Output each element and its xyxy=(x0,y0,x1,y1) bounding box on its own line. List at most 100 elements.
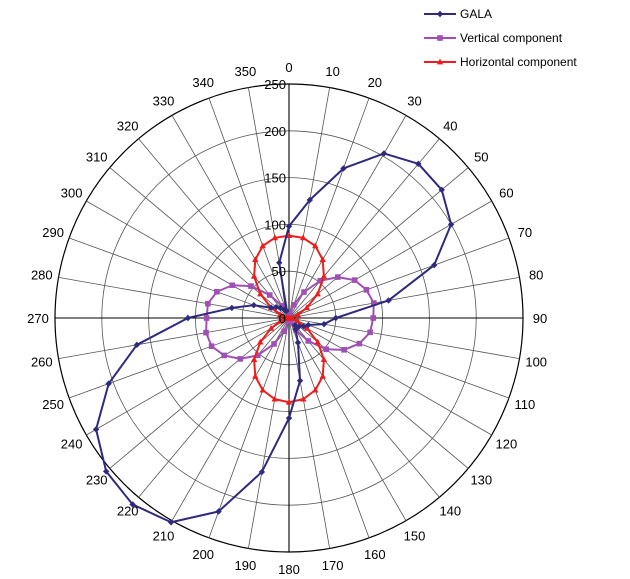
data-point xyxy=(296,377,304,384)
legend-item: Vertical component xyxy=(424,31,563,45)
data-point xyxy=(340,165,347,172)
grid-spoke xyxy=(86,317,290,436)
data-point xyxy=(314,290,321,297)
data-point xyxy=(257,338,264,345)
data-point xyxy=(438,186,445,194)
radial-tick-label: 0 xyxy=(279,311,286,326)
angle-tick-label: 180 xyxy=(278,562,300,577)
data-point xyxy=(303,304,311,311)
radial-tick-label: 100 xyxy=(264,217,286,232)
data-point xyxy=(283,314,290,320)
data-point xyxy=(285,318,292,325)
angle-tick-label: 140 xyxy=(439,503,461,518)
data-point xyxy=(184,314,192,322)
data-point xyxy=(259,242,266,249)
data-point xyxy=(436,58,444,65)
grid-spoke xyxy=(288,237,510,319)
legend-label: Horizontal component xyxy=(460,55,577,69)
data-point xyxy=(258,468,266,476)
angle-tick-label: 100 xyxy=(525,355,547,370)
data-point xyxy=(283,307,290,315)
data-point xyxy=(312,242,319,249)
data-point xyxy=(248,283,254,289)
angle-tick-label: 290 xyxy=(42,225,64,240)
data-point xyxy=(250,273,258,279)
angle-tick-label: 120 xyxy=(496,437,518,452)
angle-tick-label: 20 xyxy=(368,75,382,90)
data-point xyxy=(356,340,363,347)
data-point xyxy=(271,234,279,241)
angle-tick-label: 160 xyxy=(364,547,386,562)
grid-spoke xyxy=(58,276,290,319)
grid-spoke xyxy=(288,317,370,539)
data-point xyxy=(291,321,299,329)
data-point xyxy=(252,372,259,379)
data-point xyxy=(306,196,313,204)
data-point xyxy=(208,343,215,349)
data-point xyxy=(259,386,266,393)
data-point xyxy=(436,10,444,18)
angle-tick-label: 330 xyxy=(153,94,175,109)
data-point xyxy=(254,352,261,359)
angle-tick-label: 320 xyxy=(117,119,139,134)
data-point xyxy=(105,380,112,387)
grid-spoke xyxy=(288,317,407,521)
angle-tick-label: 40 xyxy=(443,119,457,134)
data-point xyxy=(294,317,301,324)
data-point xyxy=(305,338,312,344)
data-point xyxy=(250,301,258,309)
data-point xyxy=(229,282,236,289)
angle-tick-label: 80 xyxy=(529,267,543,282)
grid-spoke xyxy=(288,97,370,319)
grid-spoke xyxy=(68,317,290,399)
data-point xyxy=(370,315,377,321)
grid-spoke xyxy=(58,317,290,360)
data-point xyxy=(319,372,326,379)
data-point xyxy=(320,273,328,279)
grid-spoke xyxy=(208,317,290,539)
data-point xyxy=(92,426,100,433)
grid-spoke xyxy=(288,115,407,319)
radial-tick-label: 50 xyxy=(272,264,286,279)
data-point xyxy=(294,311,301,318)
data-point xyxy=(215,508,222,515)
data-point xyxy=(300,323,307,330)
angle-tick-label: 270 xyxy=(27,311,49,326)
data-point xyxy=(371,300,377,306)
data-point xyxy=(305,321,312,329)
data-point xyxy=(291,302,297,308)
data-point xyxy=(415,160,422,168)
data-point xyxy=(102,468,110,475)
data-point xyxy=(250,356,258,362)
data-point xyxy=(277,311,284,318)
angle-tick-label: 210 xyxy=(153,528,175,543)
grid-spoke xyxy=(247,317,290,549)
data-point xyxy=(301,289,307,295)
angle-tick-label: 60 xyxy=(499,186,513,201)
grid-spoke xyxy=(86,200,290,319)
data-point xyxy=(272,303,280,311)
data-point xyxy=(205,300,211,307)
legend: GALA Vertical component Horizontal compone… xyxy=(424,7,577,69)
data-point xyxy=(363,287,370,293)
data-point xyxy=(323,346,330,353)
data-point xyxy=(267,324,275,331)
data-point xyxy=(285,414,293,422)
data-point xyxy=(303,324,311,331)
angle-tick-label: 0 xyxy=(285,60,292,75)
data-point xyxy=(332,314,339,322)
data-point xyxy=(447,221,455,228)
data-point xyxy=(133,341,141,349)
data-point xyxy=(320,320,328,328)
legend-item: Horizontal component xyxy=(424,55,577,69)
data-point xyxy=(320,356,328,362)
data-point xyxy=(299,234,307,241)
grid-spoke xyxy=(288,317,510,399)
angle-tick-label: 130 xyxy=(470,472,492,487)
angle-tick-label: 260 xyxy=(31,355,53,370)
data-point xyxy=(300,395,307,402)
angle-tick-label: 150 xyxy=(404,528,426,543)
data-point xyxy=(221,352,227,359)
angle-tick-label: 110 xyxy=(515,397,536,412)
data-point xyxy=(285,398,293,405)
